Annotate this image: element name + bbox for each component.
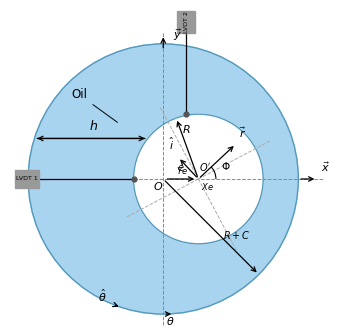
- Text: $R+C$: $R+C$: [223, 229, 251, 241]
- Text: $O'$: $O'$: [199, 161, 211, 173]
- Text: $\vec{y}$: $\vec{y}$: [173, 27, 182, 43]
- Text: $\vec{r}$: $\vec{r}$: [239, 125, 246, 140]
- Text: $\Phi$: $\Phi$: [221, 159, 230, 172]
- Circle shape: [28, 44, 298, 314]
- Text: $R$: $R$: [182, 124, 190, 135]
- Bar: [15, 170, 39, 188]
- Text: $\theta$: $\theta$: [166, 315, 174, 327]
- Text: $Xe$: $Xe$: [201, 181, 214, 192]
- Bar: [177, 11, 195, 33]
- Text: $\hat{i}$: $\hat{i}$: [169, 136, 174, 152]
- Text: LVDT 1: LVDT 1: [16, 177, 38, 182]
- Text: $O$: $O$: [153, 180, 163, 192]
- Text: $e$: $e$: [177, 163, 185, 173]
- Text: LVDT 2: LVDT 2: [184, 11, 189, 33]
- Text: $Ye$: $Ye$: [176, 164, 188, 176]
- Text: Oil: Oil: [71, 88, 87, 101]
- Circle shape: [134, 114, 263, 244]
- Text: $\hat{\theta}$: $\hat{\theta}$: [98, 287, 106, 304]
- Text: $\vec{x}$: $\vec{x}$: [321, 160, 330, 174]
- Text: $h$: $h$: [89, 119, 98, 133]
